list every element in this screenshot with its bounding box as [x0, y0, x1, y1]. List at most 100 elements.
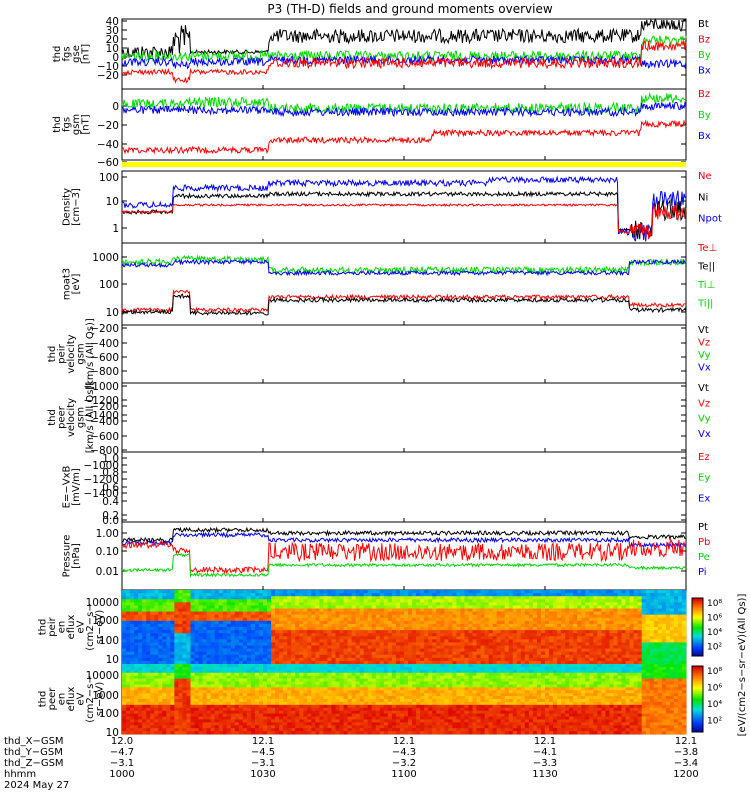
heatmap-peir	[122, 590, 687, 665]
ytick-label: 1000	[92, 252, 119, 264]
ylabel-line: gsm	[71, 114, 82, 135]
flag-bar	[122, 162, 686, 167]
legend-Ti⊥: Ti⊥	[697, 280, 715, 291]
legend-Ez: Ez	[698, 452, 710, 463]
ytick-label: 1.0	[102, 453, 119, 465]
colorbar-tick: 10⁸	[707, 599, 722, 609]
ytick-label: 100	[99, 172, 119, 184]
figure-title: P3 (TH-D) fields and ground moments over…	[267, 2, 552, 16]
ylabel-line: eflux	[66, 687, 77, 712]
ylabel-line: (cm2−s−	[85, 603, 96, 650]
ytick-label: −400	[90, 338, 119, 350]
xtick-hhmm: 1200	[673, 769, 698, 780]
xtick-z: −3.1	[251, 758, 275, 769]
legend-Bz: Bz	[698, 35, 710, 46]
ytick-label: 10	[106, 654, 119, 666]
xtick-hhmm: 1000	[109, 769, 134, 780]
colorbar-tick: 10⁴	[707, 700, 722, 710]
legend-Ey: Ey	[698, 473, 710, 484]
xtick-y: −3.8	[674, 747, 698, 758]
ylabel-efield: E=−VxB[mV/m]	[61, 466, 82, 509]
colorbar-tick: 10⁶	[707, 684, 722, 694]
colorbar-tick: 10²	[707, 717, 722, 727]
legend-Ni: Ni	[698, 192, 708, 203]
xtick-z: −3.4	[674, 758, 698, 769]
ytick-label: −40	[97, 139, 119, 151]
series-pt	[121, 526, 687, 543]
ytick-label: 100	[99, 635, 119, 647]
ytick-label: −1400	[83, 488, 119, 500]
series-bx	[121, 54, 687, 70]
ylabel-line: peer	[47, 687, 58, 711]
ytick-label: 1000	[92, 615, 119, 627]
ytick-label: −20	[97, 120, 119, 132]
ytick-label: 1	[112, 223, 119, 235]
ylabel-line: [nT]	[80, 114, 91, 134]
ytick-label: −200	[90, 323, 119, 335]
ylabel-line: peer	[57, 405, 68, 429]
ytick-label: 10000	[86, 597, 119, 609]
ylabel-line: fgs	[61, 46, 72, 61]
ylabel-line: thd	[52, 116, 63, 133]
panel-frame-peir_vel	[121, 324, 687, 384]
x-row-label-x: thd_X−GSM	[4, 736, 64, 747]
ylabel-line: [eV]	[71, 274, 82, 295]
ylabel-line: Pressure	[61, 535, 72, 578]
ylabel-line: en	[57, 621, 68, 634]
ylabel-line: [nPa]	[71, 543, 82, 569]
series-npot	[121, 175, 687, 242]
series-tepar	[121, 293, 687, 316]
legend-Te||: Te||	[697, 262, 715, 273]
colorbar-1: 10⁸ 10⁶ 10⁴ 10²	[691, 665, 722, 733]
colorbar-tick: 10⁸	[707, 667, 722, 677]
panel-frame-efield	[121, 451, 687, 523]
ytick-label: 0.6	[102, 482, 119, 494]
legend-Vz: Vz	[698, 338, 710, 349]
series-ne	[121, 202, 687, 240]
xtick-y: −4.7	[110, 747, 134, 758]
ytick-label: 30	[106, 25, 119, 37]
x-row-label-z: thd_Z−GSM	[4, 758, 64, 769]
legend-Npot: Npot	[698, 214, 722, 225]
ytick-label: 0.4	[102, 496, 119, 508]
ytick-label: −60	[97, 157, 119, 169]
series-ti	[122, 254, 687, 275]
ytick-label: 10000	[86, 670, 119, 682]
ylabel-line: thd	[47, 346, 58, 363]
ylabel-line: velocity	[66, 334, 77, 373]
series-bx2	[121, 100, 687, 118]
ylabel-temp: moat3[eV]	[61, 268, 82, 300]
xtick-x: 12.1	[393, 736, 415, 747]
x-row-label-date: 2024 May 27	[4, 780, 69, 791]
ylabel-line: velocity	[66, 398, 77, 437]
legend-Vy: Vy	[698, 350, 711, 361]
ytick-label: −600	[90, 431, 119, 443]
colorbar-tick: 10⁶	[707, 614, 722, 624]
ytick-label: −1400	[83, 410, 119, 422]
xtick-hhmm: 1130	[532, 769, 557, 780]
legend-Vy: Vy	[698, 414, 711, 425]
ytick-label: −800	[90, 366, 119, 378]
ylabel-line: [km/s (All Qs)]	[85, 382, 96, 454]
xtick-y: −4.5	[251, 747, 275, 758]
series-bt	[121, 18, 686, 60]
ylabel-line: sr−eV)	[95, 682, 106, 717]
panel-frame-peer_vel	[121, 382, 687, 453]
legend-Pe: Pe	[698, 552, 710, 563]
ytick-label: 40	[106, 16, 119, 28]
legend-Ex: Ex	[698, 493, 710, 504]
ytick-label: 100	[99, 708, 119, 720]
ytick-label: 10	[106, 307, 119, 319]
ylabel-line: gsm	[76, 343, 87, 364]
ytick-label: 0	[112, 101, 119, 113]
series-pi	[121, 531, 687, 549]
ylabel-line: fgs	[61, 117, 72, 132]
legend-Ti||: Ti||	[697, 299, 713, 310]
ylabel-line: [mV/m]	[71, 468, 82, 506]
